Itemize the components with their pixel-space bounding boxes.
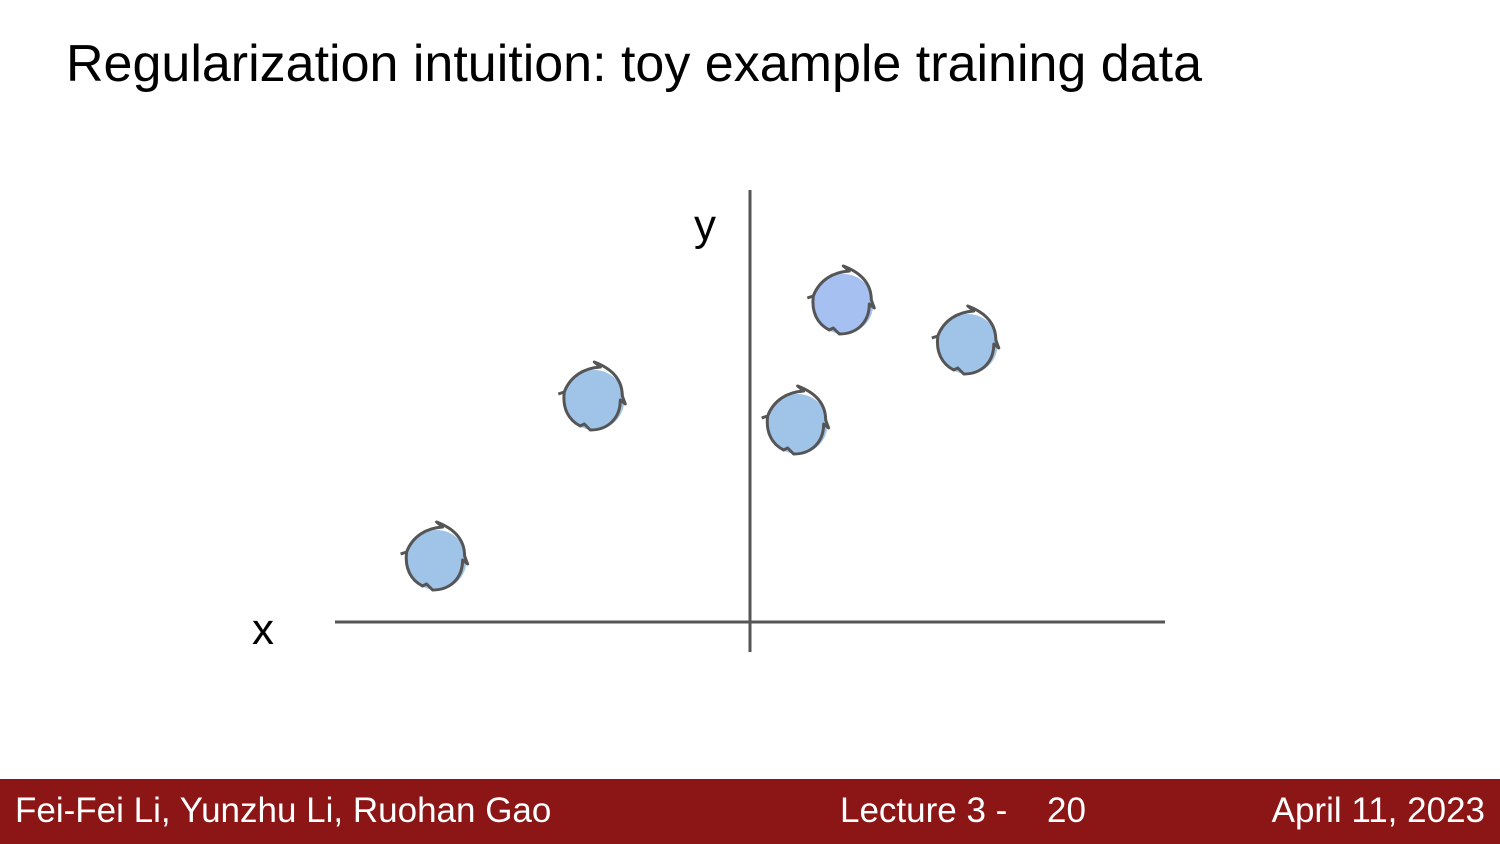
data-point-fill [564, 370, 625, 430]
data-point-fill [813, 274, 874, 334]
scatter-plot: x y [252, 190, 1165, 654]
data-point-fill [937, 314, 998, 374]
data-point [400, 520, 470, 592]
data-point-outline [761, 384, 831, 456]
data-point-fill [767, 394, 828, 454]
y-axis-label: y [694, 201, 716, 250]
data-point-outline [557, 360, 627, 432]
data-point-outline [400, 520, 470, 592]
data-points [400, 264, 1001, 592]
data-point [761, 384, 831, 456]
data-point-fill [406, 530, 467, 590]
data-point [806, 264, 876, 336]
footer-date: April 11, 2023 [1271, 791, 1485, 830]
footer-lecture: Lecture 3 - [840, 791, 1008, 830]
data-point [557, 360, 627, 432]
footer-bar: Fei-Fei Li, Yunzhu Li, Ruohan Gao Lectur… [0, 779, 1500, 844]
x-axis-label: x [252, 605, 274, 654]
slide-title: Regularization intuition: toy example tr… [66, 35, 1203, 93]
data-point-outline [931, 304, 1001, 376]
page-number: 20 [1047, 791, 1086, 830]
data-point-outline [806, 264, 876, 336]
data-point [931, 304, 1001, 376]
footer-authors: Fei-Fei Li, Yunzhu Li, Ruohan Gao [15, 791, 552, 830]
